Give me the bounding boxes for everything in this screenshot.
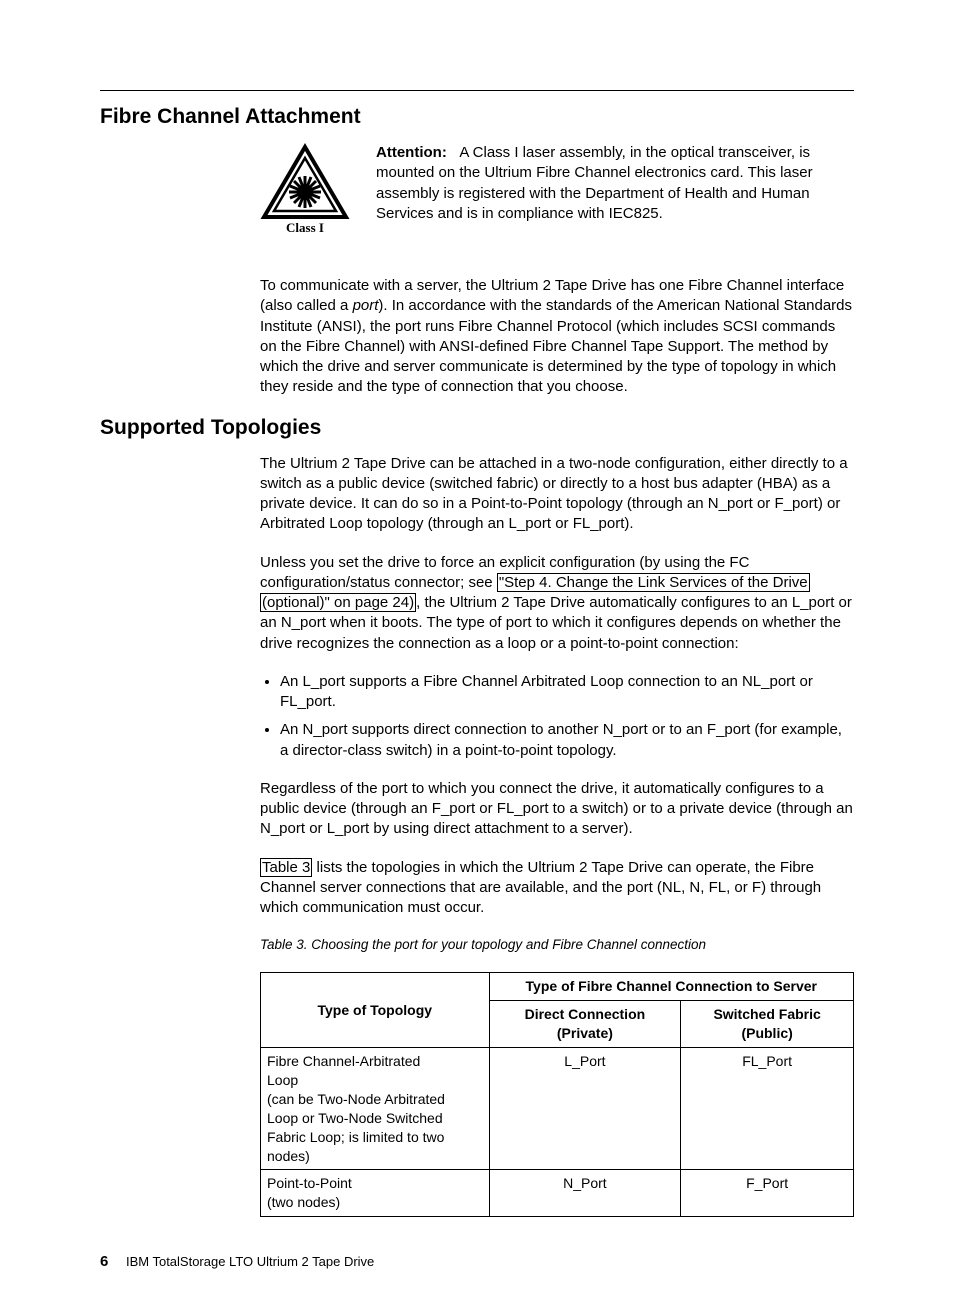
page: Fibre Channel Attachment Class I: [0, 0, 954, 1310]
topo-para4: Table 3 lists the topologies in which th…: [260, 858, 854, 919]
bullet-nport: An N_port supports direct connection to …: [280, 720, 854, 761]
topo-para2: Unless you set the drive to force an exp…: [260, 553, 854, 654]
link-step4-line1[interactable]: "Step 4. Change the Link Services of the…: [497, 573, 810, 592]
page-number: 6: [100, 1253, 108, 1270]
link-step4-line2[interactable]: (optional)" on page 24): [260, 593, 416, 612]
table-caption: Table 3. Choosing the port for your topo…: [260, 936, 854, 954]
attention-text: Attention: A Class I laser assembly, in …: [376, 143, 854, 224]
bullet-lport: An L_port supports a Fibre Channel Arbit…: [280, 672, 854, 713]
topo-para1: The Ultrium 2 Tape Drive can be attached…: [260, 454, 854, 535]
page-footer: 6 IBM TotalStorage LTO Ultrium 2 Tape Dr…: [100, 1253, 854, 1270]
th-direct: Direct Connection (Private): [489, 1001, 681, 1048]
topologies-body: The Ultrium 2 Tape Drive can be attached…: [260, 454, 854, 1218]
table-header-row1: Type of Topology Type of Fibre Channel C…: [261, 973, 854, 1001]
td-switched-2: F_Port: [681, 1170, 854, 1217]
td-direct-1: L_Port: [489, 1048, 681, 1170]
fc-body: To communicate with a server, the Ultriu…: [260, 276, 854, 398]
th-direct-l1: Direct Connection: [525, 1006, 646, 1022]
book-title: IBM TotalStorage LTO Ultrium 2 Tape Driv…: [126, 1254, 374, 1269]
th-direct-l2: (Private): [557, 1025, 613, 1041]
port-bullets: An L_port supports a Fibre Channel Arbit…: [260, 672, 854, 761]
th-switched-l1: Switched Fabric: [713, 1006, 820, 1022]
attention-label: Attention:: [376, 144, 447, 161]
td-topology-1: Fibre Channel-Arbitrated Loop (can be Tw…: [261, 1048, 490, 1170]
th-switched: Switched Fabric (Public): [681, 1001, 854, 1048]
port-table: Type of Topology Type of Fibre Channel C…: [260, 972, 854, 1217]
fc-para-italic: port: [353, 297, 379, 314]
table-row: Point-to-Point (two nodes) N_Port F_Port: [261, 1170, 854, 1217]
td-direct-2: N_Port: [489, 1170, 681, 1217]
heading-supported-topologies: Supported Topologies: [100, 416, 854, 440]
heading-fibre-channel: Fibre Channel Attachment: [100, 105, 854, 129]
top-rule: [100, 90, 854, 91]
th-topology: Type of Topology: [261, 973, 490, 1048]
th-switched-l2: (Public): [741, 1025, 792, 1041]
attention-block: Class I Attention: A Class I laser assem…: [260, 143, 854, 240]
td-switched-1: FL_Port: [681, 1048, 854, 1170]
th-connection: Type of Fibre Channel Connection to Serv…: [489, 973, 853, 1001]
fc-intro-para: To communicate with a server, the Ultriu…: [260, 276, 854, 398]
link-table3[interactable]: Table 3: [260, 858, 312, 877]
topo4-post: lists the topologies in which the Ultriu…: [260, 859, 821, 917]
laser-class1-icon: Class I: [260, 143, 350, 240]
svg-text:Class I: Class I: [286, 220, 324, 235]
td-topology-2: Point-to-Point (two nodes): [261, 1170, 490, 1217]
table-row: Fibre Channel-Arbitrated Loop (can be Tw…: [261, 1048, 854, 1170]
topo-para3: Regardless of the port to which you conn…: [260, 779, 854, 840]
